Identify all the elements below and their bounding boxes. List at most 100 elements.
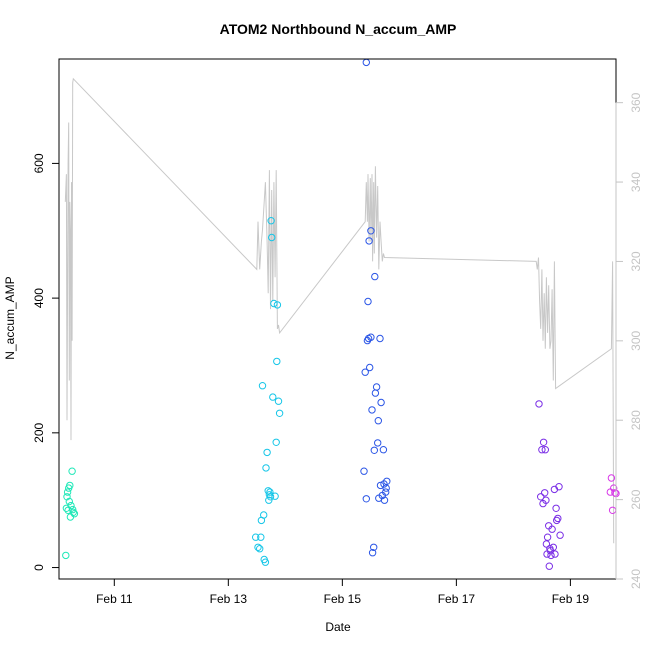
data-point xyxy=(66,481,74,490)
data-point xyxy=(368,406,376,414)
data-point xyxy=(268,233,276,242)
data-point xyxy=(266,493,275,501)
data-point xyxy=(361,368,369,376)
data-point xyxy=(263,448,271,457)
data-point xyxy=(547,551,555,560)
data-point xyxy=(258,382,267,390)
data-point xyxy=(552,504,560,512)
x-tick-label: Feb 13 xyxy=(210,592,248,606)
data-point xyxy=(362,58,370,67)
data-point xyxy=(379,446,388,454)
data-point xyxy=(538,446,546,454)
data-point xyxy=(535,400,543,408)
y2-tick-label: 300 xyxy=(629,331,643,351)
data-point xyxy=(66,513,75,521)
data-point xyxy=(367,227,375,235)
data-point xyxy=(63,493,71,501)
data-point xyxy=(271,492,279,500)
y-tick-label: 0 xyxy=(32,564,46,571)
y2-tick-label: 260 xyxy=(629,489,643,509)
data-point xyxy=(364,334,373,343)
x-tick-label: Feb 11 xyxy=(96,592,133,606)
data-point xyxy=(611,489,619,497)
data-point xyxy=(68,467,76,475)
data-point xyxy=(65,497,74,506)
data-point xyxy=(274,397,283,405)
y-tick-label: 400 xyxy=(32,288,46,308)
x-axis-label: Date xyxy=(325,620,351,634)
points-layer xyxy=(62,58,620,570)
data-point xyxy=(62,551,70,560)
x-tick-label: Feb 17 xyxy=(438,592,476,606)
data-point xyxy=(371,272,379,281)
y2-tick-label: 320 xyxy=(629,251,643,271)
data-point xyxy=(539,438,548,446)
data-point xyxy=(377,398,385,407)
data-point xyxy=(273,301,282,309)
y2-tick-label: 360 xyxy=(629,92,643,112)
data-point xyxy=(262,464,270,472)
y2-tick-label: 240 xyxy=(629,569,643,589)
data-point xyxy=(273,357,281,366)
data-point xyxy=(380,496,389,504)
data-point xyxy=(368,549,377,557)
data-point xyxy=(370,446,378,454)
data-point xyxy=(260,511,268,519)
y2-tick-label: 340 xyxy=(629,172,643,192)
data-point xyxy=(555,483,563,491)
data-point xyxy=(548,525,556,533)
data-point xyxy=(63,488,72,496)
y-tick-label: 600 xyxy=(32,153,46,173)
data-point xyxy=(607,474,616,482)
data-point xyxy=(374,417,382,425)
data-point xyxy=(371,389,380,397)
data-point xyxy=(376,334,384,343)
data-point xyxy=(546,545,554,553)
data-point xyxy=(542,496,550,504)
data-point xyxy=(362,495,370,503)
data-point xyxy=(270,299,278,308)
data-point xyxy=(275,409,284,417)
secondary-series-line xyxy=(64,77,615,544)
data-point xyxy=(272,438,280,446)
x-tick-label: Feb 15 xyxy=(324,592,362,606)
data-point xyxy=(70,510,79,518)
data-point xyxy=(549,543,557,551)
data-point xyxy=(261,558,270,566)
data-point xyxy=(360,467,368,475)
y2-axis: 240 260 280 300 320 340 360 xyxy=(615,92,643,589)
data-point xyxy=(370,543,378,551)
data-point xyxy=(67,501,75,510)
y-axis: 0 200 400 600 xyxy=(32,153,60,571)
data-point xyxy=(541,446,549,454)
data-point xyxy=(382,488,390,496)
plot-frame xyxy=(58,58,617,580)
data-point xyxy=(372,383,381,391)
data-point xyxy=(256,545,264,553)
data-point xyxy=(257,533,265,541)
data-point xyxy=(541,489,549,497)
data-point xyxy=(383,477,391,485)
data-point xyxy=(556,531,564,539)
data-point xyxy=(545,562,553,570)
data-point xyxy=(266,488,274,496)
data-point xyxy=(542,540,551,548)
data-point xyxy=(254,543,262,551)
data-point xyxy=(543,533,552,541)
data-point xyxy=(252,533,260,541)
x-axis: Feb 11 Feb 13 Feb 15 Feb 17 Feb 19 xyxy=(96,578,589,606)
data-point xyxy=(265,496,273,504)
data-point xyxy=(608,506,617,514)
data-point xyxy=(269,393,277,401)
secondary-line-layer xyxy=(64,77,615,544)
data-point xyxy=(551,550,559,558)
y2-tick-label: 280 xyxy=(629,410,643,430)
data-point xyxy=(267,217,275,225)
data-point xyxy=(69,508,78,516)
data-point xyxy=(537,493,545,501)
data-point xyxy=(554,514,562,523)
data-point xyxy=(366,363,374,372)
data-point xyxy=(374,439,382,447)
chart-title: ATOM2 Northbound N_accum_AMP xyxy=(220,21,457,37)
y-axis-label: N_accum_AMP xyxy=(3,276,17,359)
